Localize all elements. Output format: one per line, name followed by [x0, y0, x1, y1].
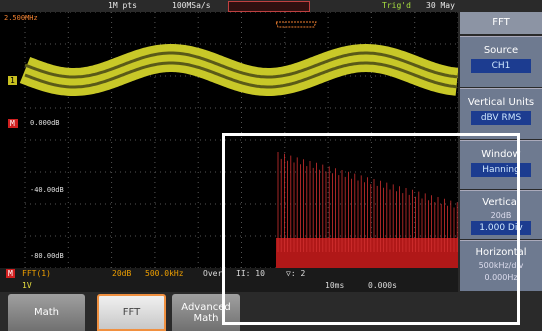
math-marker: M — [10, 119, 15, 128]
level-label: -40.00dB — [30, 186, 64, 194]
menu-label: Vertical — [482, 197, 520, 208]
ch1-marker-bg — [8, 76, 17, 85]
waveform-display: 2.500MHz 0.000dB -40.00dB -80.00dB 1 M — [0, 12, 458, 268]
average: ▽: 2 — [286, 269, 306, 278]
over: Over — [203, 269, 223, 278]
menu-label: Horizontal — [475, 247, 527, 258]
menu-value: 1.000 Div — [471, 221, 531, 235]
trigger-marker — [275, 21, 317, 28]
ch1-waveform — [19, 44, 458, 96]
highlight-box — [222, 133, 520, 325]
menu-value: 0.000Hz — [484, 273, 518, 282]
frequency-label: 2.500MHz — [4, 14, 38, 22]
memory-bar — [228, 1, 310, 12]
date: 30 May — [426, 1, 455, 10]
sample-rate: 100MSa/s — [172, 1, 211, 10]
wave-band — [19, 44, 458, 96]
menu-title: FFT — [460, 12, 542, 34]
menu-vertical[interactable]: Vertical 20dB 1.000 Div — [460, 190, 542, 239]
menu-value: dBV RMS — [471, 111, 531, 125]
delay: 0.000s — [368, 281, 397, 290]
menu-label: Vertical Units — [467, 97, 535, 108]
menu-label: Window — [481, 149, 521, 160]
fft-span: 500.0kHz — [145, 269, 184, 278]
math-marker-bg — [8, 119, 18, 128]
trigger-status: Trig'd — [382, 1, 411, 10]
record-length: 1M pts — [108, 1, 137, 10]
level-label: -80.00dB — [30, 252, 64, 260]
info-bar — [0, 268, 458, 292]
ch1-marker: 1 — [10, 76, 15, 85]
menu-vertical-units[interactable]: Vertical Units dBV RMS — [460, 88, 542, 139]
softkey-math[interactable]: Math — [8, 294, 85, 331]
timebase: 10ms — [325, 281, 345, 290]
wave-stripe — [24, 61, 458, 89]
fft-spectrum — [276, 152, 458, 268]
menu-source[interactable]: Source CH1 — [460, 36, 542, 87]
menu-value: Hanning — [471, 163, 531, 177]
softkey-fft[interactable]: FFT — [97, 294, 166, 331]
ch1-scale: 1V — [22, 281, 32, 290]
menu-value: CH1 — [471, 59, 531, 73]
iteration: II: 10 — [236, 269, 265, 278]
noise-floor — [276, 238, 458, 268]
menu-window[interactable]: Window Hanning — [460, 140, 542, 189]
math-badge: M — [6, 269, 15, 278]
menu-value: 20dB — [490, 211, 512, 220]
wave-stripe — [24, 51, 458, 79]
fft-source: FFT(1) — [22, 269, 51, 278]
menu-label: Source — [483, 45, 519, 56]
fft-scale: 20dB — [112, 269, 132, 278]
grid — [24, 12, 458, 268]
menu-horizontal[interactable]: Horizontal 500kHz/div 0.000Hz — [460, 240, 542, 291]
level-label: 0.000dB — [30, 119, 60, 127]
menu-value: 500kHz/div — [478, 261, 524, 270]
